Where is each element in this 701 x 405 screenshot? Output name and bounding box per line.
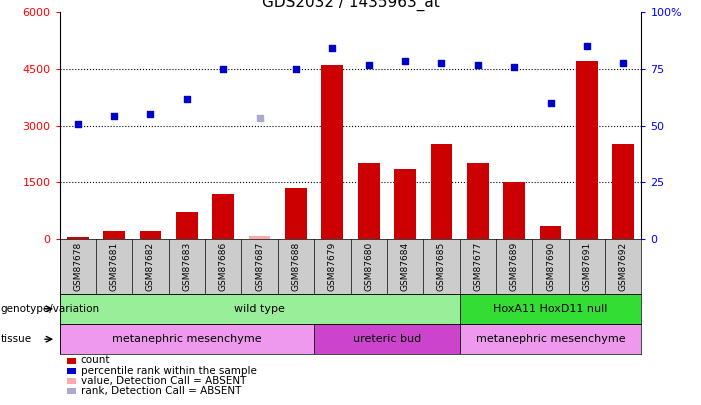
- Point: [400, 58, 411, 64]
- Text: GSM87681: GSM87681: [109, 242, 118, 291]
- Point: [618, 60, 629, 66]
- Text: HoxA11 HoxD11 null: HoxA11 HoxD11 null: [494, 304, 608, 314]
- Text: GSM87684: GSM87684: [400, 242, 409, 291]
- Text: value, Detection Call = ABSENT: value, Detection Call = ABSENT: [81, 376, 246, 386]
- Text: GSM87689: GSM87689: [510, 242, 519, 291]
- Text: GSM87682: GSM87682: [146, 242, 155, 291]
- Text: ureteric bud: ureteric bud: [353, 334, 421, 344]
- Bar: [503, 182, 525, 239]
- Bar: [139, 231, 161, 239]
- Bar: [460, 324, 641, 354]
- Text: tissue: tissue: [1, 334, 32, 344]
- Point: [508, 64, 519, 70]
- Text: GSM87679: GSM87679: [328, 242, 336, 291]
- Bar: [67, 237, 88, 239]
- Bar: [576, 61, 598, 239]
- Text: GSM87685: GSM87685: [437, 242, 446, 291]
- Point: [581, 43, 592, 49]
- Point: [182, 96, 193, 102]
- Text: metanephric mesenchyme: metanephric mesenchyme: [112, 334, 261, 344]
- Point: [72, 120, 83, 127]
- Bar: [60, 324, 314, 354]
- Point: [217, 66, 229, 72]
- Point: [109, 113, 120, 119]
- Bar: [321, 65, 343, 239]
- Text: metanephric mesenchyme: metanephric mesenchyme: [476, 334, 625, 344]
- Bar: [60, 294, 460, 324]
- Text: GSM87686: GSM87686: [219, 242, 228, 291]
- Bar: [467, 163, 489, 239]
- Bar: [394, 169, 416, 239]
- Text: count: count: [81, 356, 110, 365]
- Point: [363, 62, 374, 68]
- Point: [327, 45, 338, 51]
- Bar: [249, 236, 271, 239]
- Bar: [176, 213, 198, 239]
- Point: [254, 115, 265, 121]
- Text: GSM87691: GSM87691: [583, 242, 592, 291]
- Text: GSM87688: GSM87688: [292, 242, 301, 291]
- Text: wild type: wild type: [234, 304, 285, 314]
- Point: [545, 100, 556, 106]
- Text: genotype/variation: genotype/variation: [1, 304, 100, 314]
- Bar: [460, 294, 641, 324]
- Text: GSM87683: GSM87683: [182, 242, 191, 291]
- Title: GDS2032 / 1435963_at: GDS2032 / 1435963_at: [261, 0, 440, 11]
- Text: GSM87687: GSM87687: [255, 242, 264, 291]
- Text: GSM87690: GSM87690: [546, 242, 555, 291]
- Bar: [613, 145, 634, 239]
- Bar: [212, 194, 234, 239]
- Text: GSM87680: GSM87680: [365, 242, 373, 291]
- Text: GSM87692: GSM87692: [619, 242, 627, 291]
- Point: [145, 111, 156, 117]
- Text: percentile rank within the sample: percentile rank within the sample: [81, 366, 257, 375]
- Bar: [540, 226, 562, 239]
- Bar: [314, 324, 460, 354]
- Bar: [285, 188, 307, 239]
- Point: [472, 62, 484, 68]
- Text: rank, Detection Call = ABSENT: rank, Detection Call = ABSENT: [81, 386, 241, 396]
- Bar: [103, 231, 125, 239]
- Point: [290, 66, 301, 72]
- Text: GSM87677: GSM87677: [473, 242, 482, 291]
- Text: GSM87678: GSM87678: [74, 242, 82, 291]
- Bar: [358, 163, 380, 239]
- Point: [436, 60, 447, 66]
- Bar: [430, 145, 452, 239]
